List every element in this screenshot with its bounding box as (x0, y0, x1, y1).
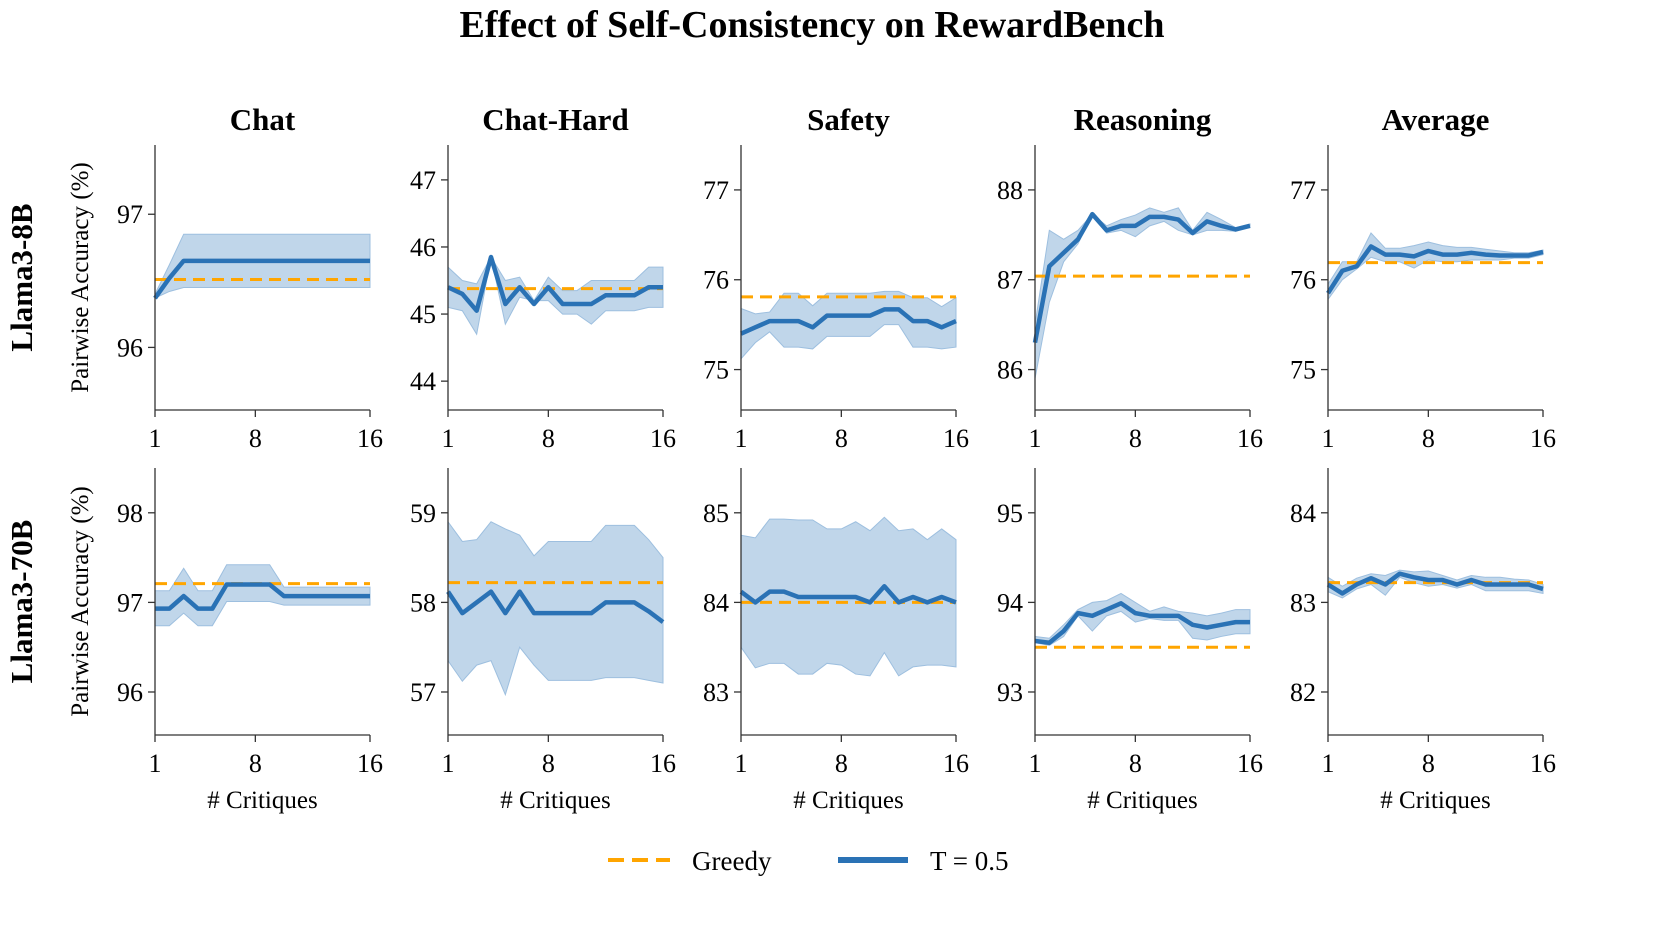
y-tick-label: 97 (117, 200, 143, 229)
y-tick-label: 87 (997, 266, 1023, 295)
y-tick-label: 82 (1290, 678, 1316, 707)
x-tick-label: 8 (835, 424, 848, 453)
y-tick-label: 47 (410, 166, 436, 195)
row-label: Llama3-8B (4, 203, 39, 351)
legend-t05-label: T = 0.5 (930, 846, 1008, 876)
y-tick-label: 83 (703, 678, 729, 707)
y-tick-label: 77 (1290, 176, 1316, 205)
column-title: Chat (230, 102, 296, 137)
t05-line (1326, 244, 1544, 295)
y-tick-label: 83 (1290, 588, 1316, 617)
x-axis-label: # Critiques (500, 787, 610, 814)
x-tick-label: 1 (442, 749, 455, 778)
t05-line (740, 307, 957, 336)
t05-line (446, 589, 665, 624)
x-tick-label: 1 (1322, 749, 1335, 778)
x-tick-label: 1 (442, 424, 455, 453)
t05-line (155, 582, 370, 611)
confidence-band (154, 233, 371, 299)
chart-title: Effect of Self-Consistency on RewardBenc… (459, 4, 1164, 46)
y-tick-label: 75 (1290, 356, 1316, 385)
confidence-band (740, 290, 957, 361)
x-tick-label: 16 (1530, 749, 1556, 778)
x-tick-label: 8 (542, 424, 555, 453)
y-tick-label: 46 (410, 233, 436, 262)
x-tick-label: 1 (149, 749, 162, 778)
confidence-band (1327, 569, 1544, 599)
y-tick-label: 85 (703, 499, 729, 528)
x-tick-label: 1 (735, 749, 748, 778)
panels: Chat Chat-Hard Safety Reasoning Average Llama… (4, 102, 1556, 814)
legend-greedy-label: Greedy (692, 846, 772, 876)
x-tick-label: 1 (149, 424, 162, 453)
x-axis-label: # Critiques (1087, 787, 1197, 814)
y-tick-label: 76 (703, 266, 729, 295)
row-label: Llama3-70B (4, 520, 39, 684)
t05-line (153, 258, 370, 300)
y-tick-label: 94 (997, 588, 1023, 617)
y-tick-label: 86 (997, 356, 1023, 385)
x-tick-label: 8 (542, 749, 555, 778)
x-tick-label: 16 (1237, 424, 1263, 453)
y-tick-label: 97 (117, 588, 143, 617)
y-tick-label: 84 (1290, 499, 1316, 528)
x-tick-label: 8 (1129, 424, 1142, 453)
y-tick-label: 75 (703, 356, 729, 385)
x-axis-label: # Critiques (1380, 787, 1490, 814)
y-tick-label: 93 (997, 678, 1023, 707)
column-title: Average (1382, 102, 1490, 137)
column-title: Reasoning (1074, 102, 1212, 137)
t05-line (1032, 211, 1251, 344)
x-tick-label: 8 (1422, 749, 1435, 778)
y-axis-label: Pairwise Accuracy (%) (67, 162, 94, 392)
y-tick-label: 59 (410, 499, 436, 528)
legend: Greedy T = 0.5 (608, 846, 1008, 876)
x-tick-label: 8 (249, 749, 262, 778)
confidence-band (1034, 592, 1251, 646)
y-tick-label: 58 (410, 588, 436, 617)
x-tick-label: 1 (1322, 424, 1335, 453)
x-tick-label: 1 (735, 424, 748, 453)
x-tick-label: 16 (943, 749, 969, 778)
x-tick-label: 1 (1029, 424, 1042, 453)
x-tick-label: 8 (249, 424, 262, 453)
x-tick-label: 16 (357, 749, 383, 778)
x-tick-label: 16 (943, 424, 969, 453)
t05-line (1034, 601, 1250, 645)
confidence-band (1034, 207, 1251, 379)
y-tick-label: 57 (410, 678, 436, 707)
column-title: Safety (807, 102, 890, 137)
column-title: Chat-Hard (482, 102, 628, 137)
y-tick-label: 96 (117, 678, 143, 707)
t05-line (1326, 571, 1544, 596)
t05-line (447, 254, 663, 313)
x-tick-label: 1 (1029, 749, 1042, 778)
x-tick-label: 16 (357, 424, 383, 453)
x-axis-label: # Critiques (207, 787, 317, 814)
x-axis-label: # Critiques (793, 787, 903, 814)
x-tick-label: 8 (1129, 749, 1142, 778)
y-tick-label: 44 (410, 367, 436, 396)
y-tick-label: 88 (997, 176, 1023, 205)
y-tick-label: 76 (1290, 266, 1316, 295)
y-tick-label: 77 (703, 176, 729, 205)
confidence-band (1327, 232, 1544, 302)
t05-line (739, 584, 957, 605)
x-tick-label: 16 (650, 749, 676, 778)
x-tick-label: 16 (1530, 424, 1556, 453)
confidence-band (447, 520, 664, 697)
x-tick-label: 16 (650, 424, 676, 453)
x-tick-label: 16 (1237, 749, 1263, 778)
y-tick-label: 98 (117, 499, 143, 528)
x-tick-label: 8 (1422, 424, 1435, 453)
y-tick-label: 96 (117, 333, 143, 362)
x-tick-label: 8 (835, 749, 848, 778)
y-tick-label: 95 (997, 499, 1023, 528)
y-axis-label: Pairwise Accuracy (%) (67, 486, 94, 716)
y-tick-label: 84 (703, 588, 729, 617)
y-tick-label: 45 (410, 300, 436, 329)
